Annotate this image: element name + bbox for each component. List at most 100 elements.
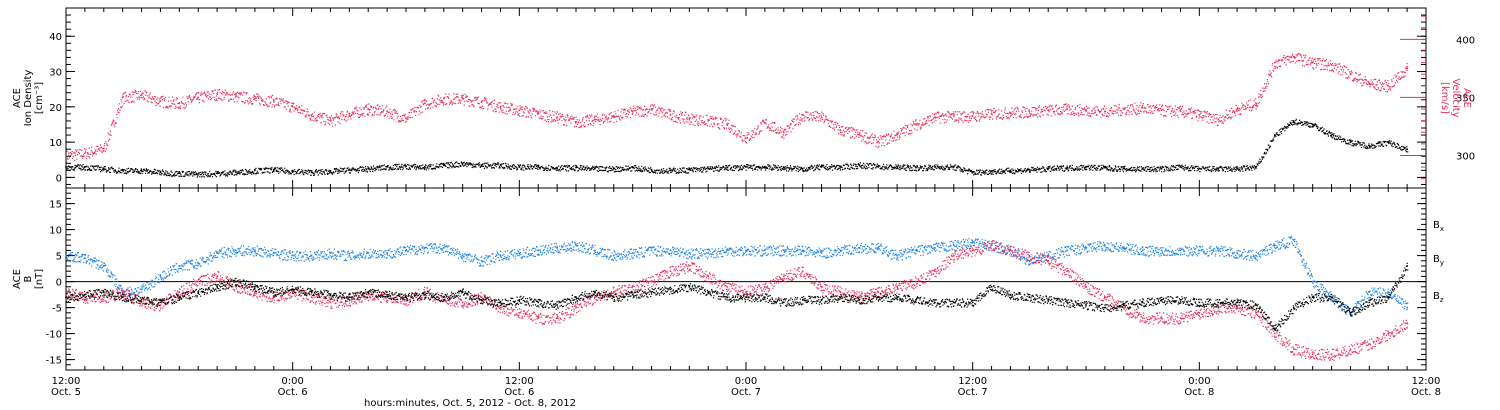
by-series-dots <box>66 236 1409 317</box>
bz-series-point <box>839 291 842 293</box>
by-series-point <box>1387 291 1390 293</box>
by-series-point <box>1141 249 1144 252</box>
y-tick-label: 0 <box>56 278 62 289</box>
axis-title-line: ACE <box>12 269 23 289</box>
density-series-point <box>1217 167 1220 170</box>
bx-series-point <box>575 296 577 298</box>
bz-series-point <box>348 299 351 301</box>
density-series-point <box>461 162 464 165</box>
bz-series-dots <box>66 240 1409 361</box>
velocity-series-point <box>367 108 370 110</box>
bz-series-point <box>480 296 483 298</box>
by-series-point <box>65 254 67 257</box>
legend-entry: Bz <box>1433 291 1444 304</box>
bx-series-point <box>480 299 483 301</box>
velocity-series-point <box>1387 85 1390 87</box>
by-series-point <box>1255 254 1257 257</box>
bz-series-point <box>952 254 955 257</box>
velocity-series-point <box>159 100 162 102</box>
bx-series-point <box>971 301 974 304</box>
y-tick-label: 5 <box>56 252 62 263</box>
bx-series-point <box>386 293 388 296</box>
density-series-point <box>575 166 577 169</box>
velocity-series-point <box>1141 107 1144 109</box>
time-axis-title: hours:minutes, Oct. 5, 2012 - Oct. 8, 20… <box>364 398 576 409</box>
bz-series-point <box>254 291 256 293</box>
density-series-point <box>1066 166 1068 169</box>
bz-series-point <box>707 275 710 278</box>
density-series-point <box>254 169 256 172</box>
x-tick-label: 0:00 <box>735 376 757 387</box>
axis-title-line: [cm⁻³] <box>34 82 45 114</box>
axis-title-line: ACE <box>12 88 23 108</box>
bx-series-point <box>1009 293 1012 296</box>
legend-subscript: z <box>1440 296 1444 304</box>
by-series-point <box>291 254 294 257</box>
x-tick-label: Oct. 6 <box>504 387 534 398</box>
bx-series-point <box>801 299 804 301</box>
x-tick-label: Oct. 5 <box>51 387 81 398</box>
velocity-series-point <box>197 96 200 99</box>
bz-series-point <box>461 301 464 304</box>
x-tick-label: Oct. 7 <box>731 387 761 398</box>
velocity-series-point <box>631 110 634 113</box>
velocity-series-point <box>442 97 445 100</box>
velocity-series-point <box>726 123 728 125</box>
bx-series-point <box>121 296 124 298</box>
bx-series-point <box>669 288 672 291</box>
velocity-series-point <box>877 140 880 143</box>
bx-series-point <box>1311 296 1314 298</box>
bx-series-point <box>254 286 256 288</box>
y-tick-label: 400 <box>1456 35 1475 46</box>
density-series-point <box>1311 123 1314 126</box>
bz-series-point <box>556 317 558 319</box>
bz-series-point <box>197 280 200 283</box>
bx-series-point <box>1292 306 1295 309</box>
axis-title-line: ACE <box>1461 88 1472 108</box>
bx-series-point <box>896 296 898 298</box>
bz-series-point <box>669 270 672 272</box>
bx-series-point <box>291 288 294 291</box>
velocity-series-point <box>971 115 974 117</box>
velocity-series-point <box>272 100 275 102</box>
by-series-point <box>1292 239 1295 241</box>
by-series <box>65 236 1409 317</box>
bz-series-point <box>1122 306 1125 309</box>
x-tick-label: 12:00 <box>505 376 534 387</box>
by-series-point <box>1311 280 1314 283</box>
by-series-point <box>348 254 351 257</box>
y-tick-label: 0 <box>56 173 62 184</box>
y-tick-label: 350 <box>1456 93 1475 104</box>
density-series-point <box>272 168 275 171</box>
field-axis-title: ACEB[nT] <box>12 269 45 289</box>
bz-series-point <box>1311 353 1314 356</box>
bz-series-point <box>1160 317 1163 319</box>
bx-series-point <box>405 296 407 298</box>
velocity-series-point <box>1198 114 1201 116</box>
bz-series-point <box>971 249 974 252</box>
velocity-series-point <box>1236 108 1238 110</box>
bz-series-point <box>1255 312 1257 314</box>
legend-name: B <box>1433 291 1440 302</box>
by-series-point <box>84 257 86 259</box>
bz-series-point <box>1292 348 1295 350</box>
bz-series-point <box>594 296 596 298</box>
by-series-point <box>1236 252 1238 254</box>
bz-series-point <box>537 317 540 319</box>
by-series-point <box>159 275 162 278</box>
density-series-point <box>764 166 766 168</box>
bz-series-point <box>801 270 804 272</box>
bx-series-point <box>348 296 351 298</box>
bz-series-point <box>877 291 880 293</box>
y-tick-label: 15 <box>49 200 62 211</box>
by-series-point <box>499 254 502 257</box>
bx-series-point <box>272 291 275 293</box>
bx-series-point <box>216 286 218 288</box>
bz-series-point <box>1387 332 1390 335</box>
y-tick-label: -5 <box>52 304 62 315</box>
by-series-point <box>1274 244 1276 246</box>
bx-series-point <box>1160 299 1163 301</box>
x-tick-label: 0:00 <box>281 376 303 387</box>
